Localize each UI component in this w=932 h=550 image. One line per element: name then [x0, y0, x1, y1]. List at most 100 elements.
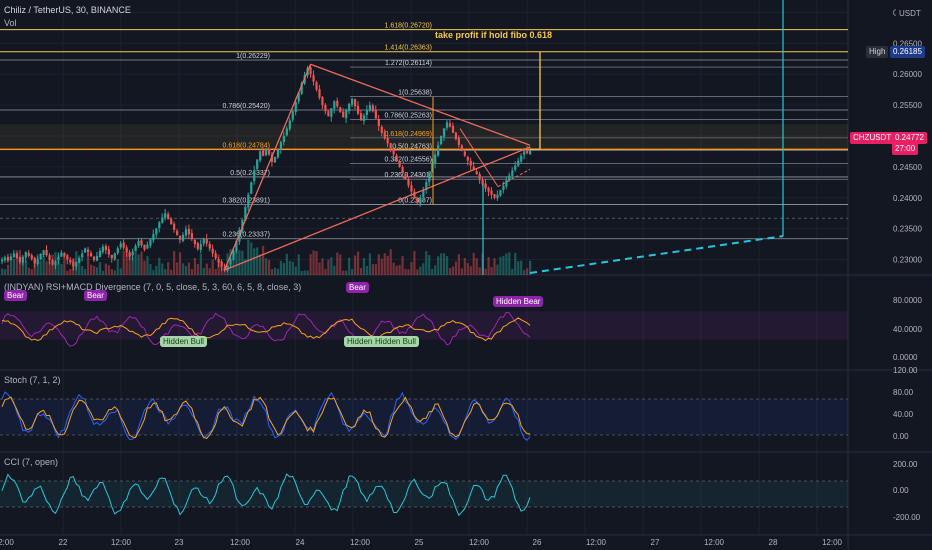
- candle-body: [282, 135, 285, 143]
- candle-body: [457, 138, 461, 146]
- price-tick: 0.23500: [893, 225, 922, 234]
- volume-bar: [3, 269, 7, 275]
- candle-body: [487, 187, 490, 192]
- volume-bar: [499, 256, 502, 275]
- candle-body: [324, 104, 327, 112]
- rsi-title[interactable]: (INDYAN) RSI+MACD Divergence (7, 0, 5, c…: [4, 282, 302, 292]
- candle-body: [89, 253, 93, 257]
- volume-bar: [184, 265, 188, 275]
- candle-body: [42, 250, 45, 256]
- volume-bar: [190, 269, 194, 275]
- osc-band: [0, 399, 848, 435]
- candle-body: [181, 234, 185, 241]
- stoch-tick: 0.00: [893, 432, 909, 441]
- candle-body: [371, 105, 374, 112]
- fib-label-left: 0.786(0.25420): [223, 103, 270, 110]
- candle-body: [164, 213, 167, 218]
- rsi-signal-bear-3: Bear: [346, 282, 369, 293]
- volume-bar: [205, 263, 208, 275]
- currency-label[interactable]: USDT: [896, 8, 924, 20]
- rsi-signal-hidden-bull-2: Hidden Bull: [344, 336, 391, 347]
- candle-body: [39, 253, 42, 260]
- volume-bar: [383, 253, 386, 275]
- candle-body: [270, 154, 274, 162]
- time-tick: 12:00: [350, 538, 371, 547]
- volume-bar: [351, 268, 354, 275]
- volume-bar: [27, 267, 30, 275]
- volume-bar: [247, 239, 250, 275]
- candle-body: [348, 103, 351, 112]
- volume-bar: [113, 270, 116, 275]
- candle-body: [496, 194, 499, 199]
- candle-body: [187, 228, 191, 235]
- cci-tick: 200.00: [893, 460, 918, 469]
- candle-body: [273, 156, 277, 163]
- candle-body: [267, 148, 271, 155]
- volume-bar: [63, 255, 66, 275]
- candle-body: [256, 159, 259, 169]
- volume-bar: [45, 261, 48, 275]
- volume-bar: [232, 250, 235, 275]
- volume-bar: [493, 258, 496, 275]
- volume-bar: [107, 265, 110, 275]
- rsi-tick: 80.0000: [893, 296, 922, 305]
- volume-bar: [66, 270, 69, 275]
- candle-body: [502, 185, 505, 190]
- fib-label-left: 0.382(0.23891): [223, 197, 270, 204]
- channel-dash: [497, 168, 531, 188]
- stoch-d: [1, 396, 531, 440]
- candle-body: [63, 253, 66, 256]
- candle-body: [202, 239, 205, 244]
- rsi-signal-hidden-bear: Hidden Bear: [493, 296, 544, 307]
- price-tick: 0.23000: [893, 256, 922, 265]
- candle-body: [217, 259, 220, 263]
- volume-bar: [339, 254, 342, 275]
- candle-body: [122, 242, 125, 248]
- candle-body: [81, 253, 84, 258]
- volume-bar: [520, 260, 523, 275]
- volume-bar: [502, 255, 505, 275]
- take-profit-annotation[interactable]: take profit if hold fibo 0.618: [435, 30, 553, 40]
- volume-bar: [380, 258, 383, 275]
- volume-bar: [463, 257, 466, 275]
- candle-body: [300, 83, 303, 94]
- candle-body: [437, 145, 440, 156]
- time-tick: 12:00: [704, 538, 725, 547]
- volume-bar: [259, 254, 262, 275]
- channel-line: [459, 128, 499, 187]
- volume-bar: [505, 253, 508, 275]
- volume-bar: [362, 258, 366, 275]
- fib-label-right: 0.5(0.24763): [392, 144, 432, 151]
- stoch-title[interactable]: Stoch (7, 1, 2): [4, 375, 61, 385]
- volume-bar: [398, 264, 401, 275]
- candle-body: [276, 149, 280, 158]
- symbol-title[interactable]: Chiliz / TetherUS, 30, BINANCE: [4, 5, 131, 15]
- fib-label-right: 0(0.23887): [398, 198, 432, 205]
- volume-bar: [128, 253, 131, 275]
- candle-body: [339, 107, 342, 113]
- candle-body: [18, 257, 21, 263]
- candle-body: [318, 89, 321, 98]
- candle-body: [110, 254, 113, 259]
- candle-body: [416, 197, 419, 203]
- candle-body: [247, 194, 250, 208]
- volume-bar: [413, 250, 416, 275]
- candle-body: [336, 100, 339, 107]
- volume-bar: [158, 257, 161, 275]
- volume-bar: [89, 264, 93, 275]
- volume-bar: [336, 252, 339, 275]
- candle-body: [493, 194, 496, 198]
- volume-bar: [95, 267, 99, 275]
- volume-bar: [1, 268, 4, 275]
- volume-bar: [265, 258, 268, 275]
- volume-bar: [164, 269, 167, 275]
- candle-body: [466, 156, 469, 161]
- volume-bar: [125, 251, 128, 275]
- volume-bar: [401, 255, 404, 275]
- cci-tick: 0.00: [893, 486, 909, 495]
- cci-title[interactable]: CCI (7, open): [4, 457, 59, 467]
- volume-bar: [161, 263, 164, 275]
- candle-body: [505, 180, 508, 187]
- volume-bar: [472, 252, 475, 275]
